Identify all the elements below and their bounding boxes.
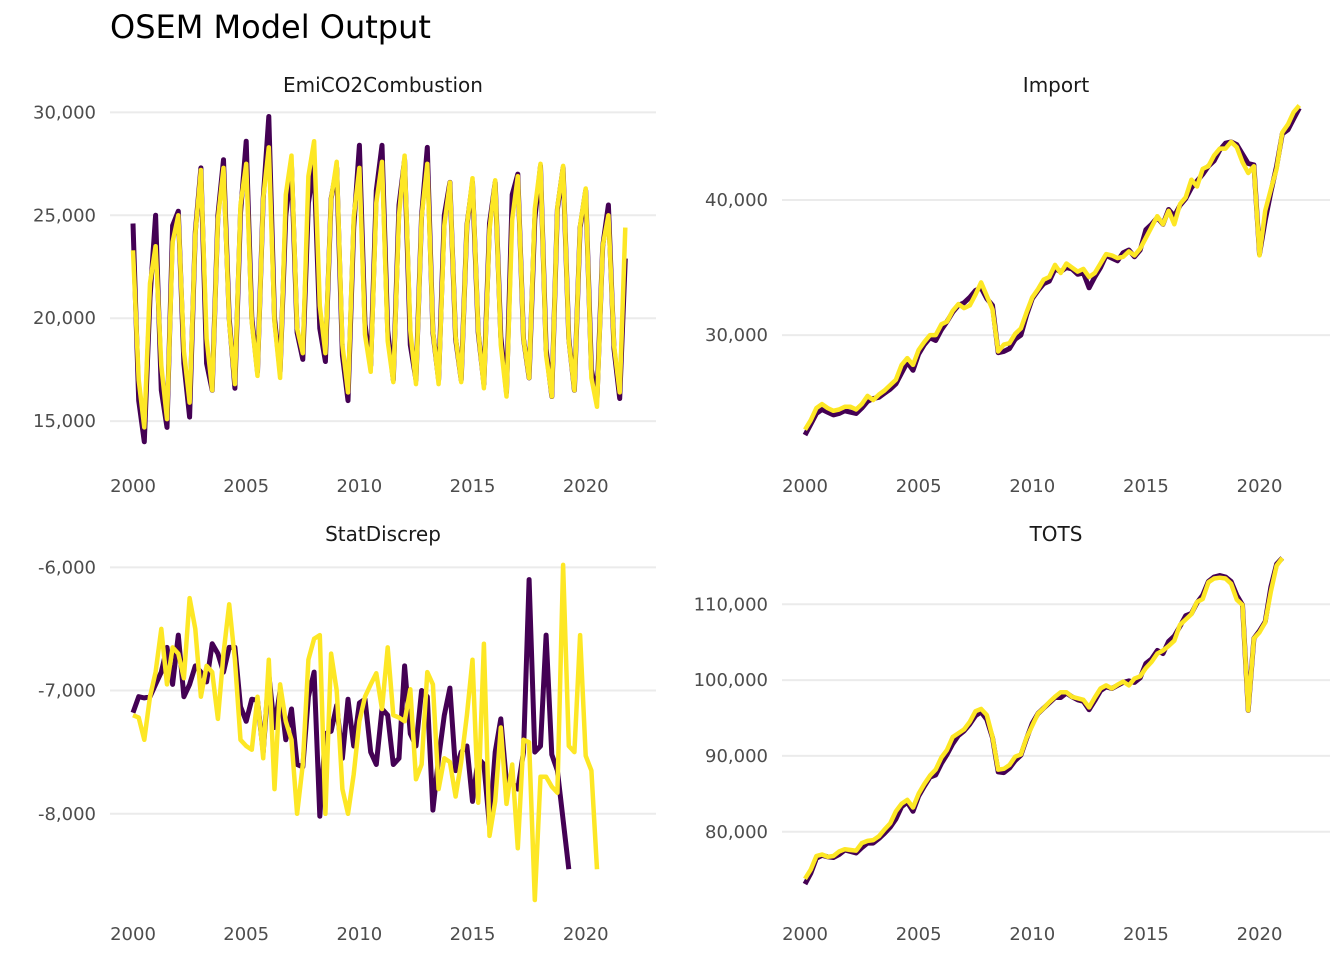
x-tick-label: 2000	[110, 924, 156, 945]
facet-panel: 15,000 20,000 25,000 30,000 2000 2005 2010 2015…	[33, 73, 656, 497]
chart-main-title: OSEM Model Output	[110, 8, 431, 46]
x-tick-label: 2005	[896, 924, 942, 945]
x-tick-label: 2010	[1009, 476, 1055, 497]
facet-panel: -8,000 -7,000 -6,000 2000 2005 2010 2015 2020 St…	[38, 522, 656, 945]
x-tick-label: 2020	[563, 924, 609, 945]
y-tick-label: -7,000	[38, 681, 96, 702]
series-line	[132, 562, 600, 903]
facet-title: StatDiscrep	[325, 522, 441, 546]
facet-panel: 30,000 40,000 2000 2005 2010 2015 2020 Import	[705, 73, 1330, 497]
x-tick-label: 2020	[1237, 924, 1283, 945]
y-tick-label: 100,000	[694, 670, 768, 691]
x-tick-label: 2010	[336, 924, 382, 945]
x-tick-label: 2005	[896, 476, 942, 497]
y-tick-label: -8,000	[38, 804, 96, 825]
facet-title: Import	[1023, 73, 1090, 97]
y-tick-label: 15,000	[33, 411, 96, 432]
x-tick-label: 2000	[110, 476, 156, 497]
x-tick-label: 2010	[336, 476, 382, 497]
x-tick-label: 2015	[1123, 476, 1169, 497]
y-tick-label: 80,000	[705, 822, 768, 843]
series-line	[803, 103, 1302, 431]
x-tick-label: 2000	[782, 476, 828, 497]
y-tick-label: 110,000	[694, 594, 768, 615]
x-tick-label: 2005	[223, 924, 269, 945]
x-tick-label: 2010	[1009, 924, 1055, 945]
facet-title: EmiCO2Combustion	[283, 73, 483, 97]
y-tick-label: 30,000	[33, 102, 96, 123]
x-tick-label: 2020	[563, 476, 609, 497]
y-tick-label: 30,000	[705, 325, 768, 346]
y-tick-label: 20,000	[33, 308, 96, 329]
series-line	[130, 138, 628, 430]
x-tick-label: 2005	[223, 476, 269, 497]
x-tick-label: 2015	[1123, 924, 1169, 945]
y-tick-label: 40,000	[705, 190, 768, 211]
facet-panel: 80,000 90,000 100,000 110,000 2000 2005 2010 20…	[694, 522, 1330, 945]
x-tick-label: 2020	[1237, 476, 1283, 497]
y-tick-label: 25,000	[33, 205, 96, 226]
facet-title: TOTS	[1029, 522, 1083, 546]
y-tick-label: -6,000	[38, 557, 96, 578]
series-line	[130, 577, 572, 870]
y-tick-label: 90,000	[705, 746, 768, 767]
series-line	[803, 556, 1285, 880]
x-tick-label: 2015	[450, 924, 496, 945]
x-tick-label: 2015	[450, 476, 496, 497]
x-tick-label: 2000	[782, 924, 828, 945]
